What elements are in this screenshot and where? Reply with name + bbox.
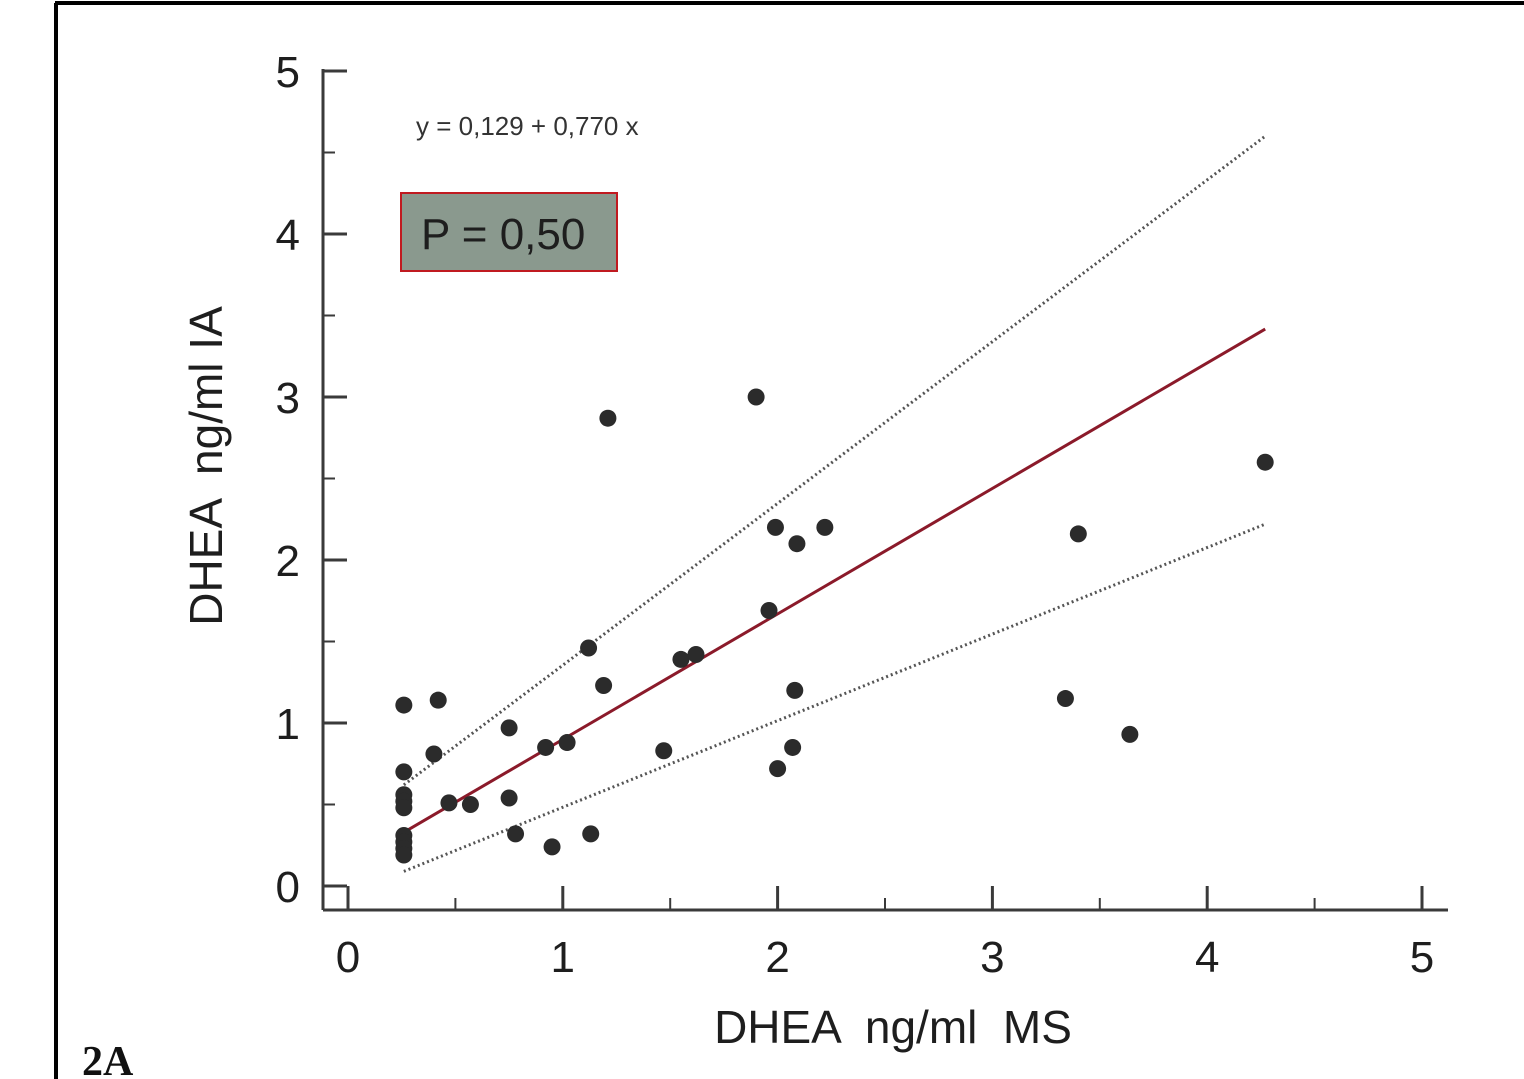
- data-point: [440, 794, 458, 812]
- lower-confidence-line: [403, 522, 1266, 873]
- y-tick-label: 1: [276, 700, 300, 749]
- data-point: [425, 745, 443, 763]
- p-value-box: [400, 192, 618, 272]
- data-point: [580, 639, 598, 657]
- data-point: [1256, 453, 1274, 471]
- data-points: [395, 388, 1274, 864]
- regression-line: [403, 327, 1266, 834]
- p-value-label: P = 0,50: [421, 210, 585, 259]
- data-point: [507, 825, 525, 843]
- y-tick-label: 0: [276, 863, 300, 912]
- regression-equation: y = 0,129 + 0,770 x: [416, 111, 639, 141]
- data-point: [500, 789, 518, 807]
- data-point: [655, 742, 673, 760]
- data-point: [784, 738, 802, 756]
- y-tick-label: 2: [276, 537, 300, 586]
- axes: 0 1 2 3 4 5 0 1 2 3 4 5: [276, 48, 1448, 982]
- data-point: [429, 691, 447, 709]
- data-point: [1121, 725, 1139, 743]
- x-tick-label: 5: [1410, 933, 1434, 982]
- data-point: [1056, 690, 1074, 708]
- data-point: [500, 719, 518, 737]
- y-axis-title: DHEA ng/ml IA: [180, 306, 232, 626]
- data-point: [582, 825, 600, 843]
- data-point: [747, 388, 765, 406]
- data-point: [395, 696, 413, 714]
- data-point: [558, 734, 576, 752]
- data-point: [395, 799, 413, 817]
- data-point: [543, 838, 561, 856]
- panel-label: 2A: [82, 1039, 134, 1079]
- regression-line-group: [403, 327, 1266, 834]
- data-point: [672, 650, 690, 668]
- data-point: [687, 646, 705, 664]
- data-point: [788, 535, 806, 553]
- x-tick-label: 4: [1195, 933, 1219, 982]
- data-point: [786, 681, 804, 699]
- data-point: [769, 760, 787, 778]
- x-tick-label: 1: [551, 933, 575, 982]
- data-point: [760, 602, 778, 620]
- data-point: [599, 409, 617, 427]
- x-tick-label: 2: [765, 933, 789, 982]
- data-point: [1069, 525, 1087, 543]
- x-tick-label: 3: [980, 933, 1004, 982]
- data-point: [395, 763, 413, 781]
- x-axis-title: DHEA ng/ml MS: [714, 1001, 1072, 1053]
- y-tick-label: 4: [276, 211, 300, 260]
- y-tick-label: 3: [276, 374, 300, 423]
- data-point: [766, 518, 784, 536]
- data-point: [537, 738, 555, 756]
- data-point: [595, 677, 613, 695]
- data-point: [461, 796, 479, 813]
- x-tick-label: 0: [336, 933, 360, 982]
- y-tick-label: 5: [276, 48, 300, 97]
- data-point: [395, 846, 413, 864]
- data-point: [816, 518, 834, 536]
